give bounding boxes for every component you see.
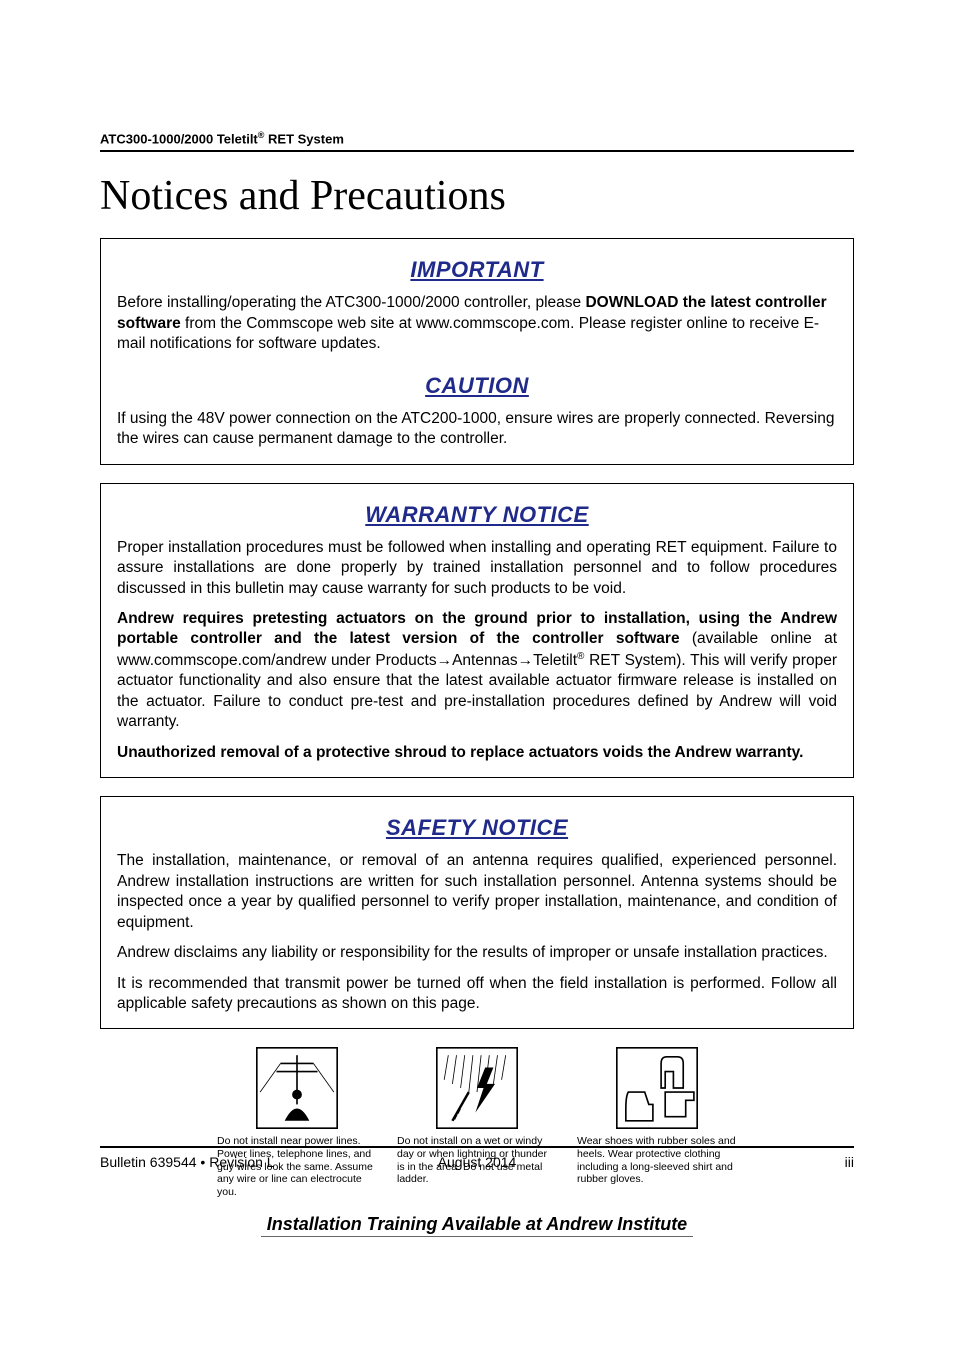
running-header: ATC300-1000/2000 Teletilt® RET System [100,130,854,152]
warranty-p3: Unauthorized removal of a protective shr… [117,743,837,763]
safety-box: SAFETY NOTICE The installation, maintena… [100,796,854,1029]
running-header-suffix: RET System [264,131,343,146]
safety-p2: Andrew disclaims any liability or respon… [117,943,837,963]
safety-icon-clothing: Wear shoes with rubber soles and heels. … [577,1047,737,1198]
warranty-heading: WARRANTY NOTICE [117,502,837,528]
safety-p1: The installation, maintenance, or remova… [117,851,837,933]
clothing-icon [616,1047,698,1129]
warranty-p3-bold: Unauthorized removal of a protective shr… [117,744,803,761]
safety-icons-row: Do not install near power lines. Power l… [100,1047,854,1198]
safety-icon-weather: Do not install on a wet or windy day or … [397,1047,557,1198]
caution-p1: If using the 48V power connection on the… [117,409,837,450]
page-title: Notices and Precautions [100,172,854,220]
caution-body: If using the 48V power connection on the… [117,409,837,450]
powerlines-icon [256,1047,338,1129]
important-p1: Before installing/operating the ATC300-1… [117,293,837,354]
safety-p3: It is recommended that transmit power be… [117,974,837,1015]
safety-icon-powerlines: Do not install near power lines. Power l… [217,1047,377,1198]
running-header-prefix: ATC300-1000/2000 Teletilt [100,131,258,146]
important-heading: IMPORTANT [117,257,837,283]
training-banner-text: Installation Training Available at Andre… [261,1214,693,1237]
warranty-box: WARRANTY NOTICE Proper installation proc… [100,483,854,779]
caution-heading: CAUTION [117,373,837,399]
training-banner: Installation Training Available at Andre… [100,1214,854,1238]
warranty-body: Proper installation procedures must be f… [117,538,837,764]
important-p1-prefix: Before installing/operating the ATC300-1… [117,294,585,311]
warranty-p1: Proper installation procedures must be f… [117,538,837,599]
page: ATC300-1000/2000 Teletilt® RET System No… [0,0,954,1350]
important-box: IMPORTANT Before installing/operating th… [100,238,854,464]
safety-heading: SAFETY NOTICE [117,815,837,841]
important-p1-suffix: from the Commscope web site at www.comms… [117,315,819,352]
page-footer: Bulletin 639544 • Revision L August 2014… [100,1146,854,1170]
safety-body: The installation, maintenance, or remova… [117,851,837,1014]
footer-center: August 2014 [100,1154,854,1170]
important-body: Before installing/operating the ATC300-1… [117,293,837,354]
weather-icon [436,1047,518,1129]
warranty-p2: Andrew requires pretesting actuators on … [117,609,837,733]
